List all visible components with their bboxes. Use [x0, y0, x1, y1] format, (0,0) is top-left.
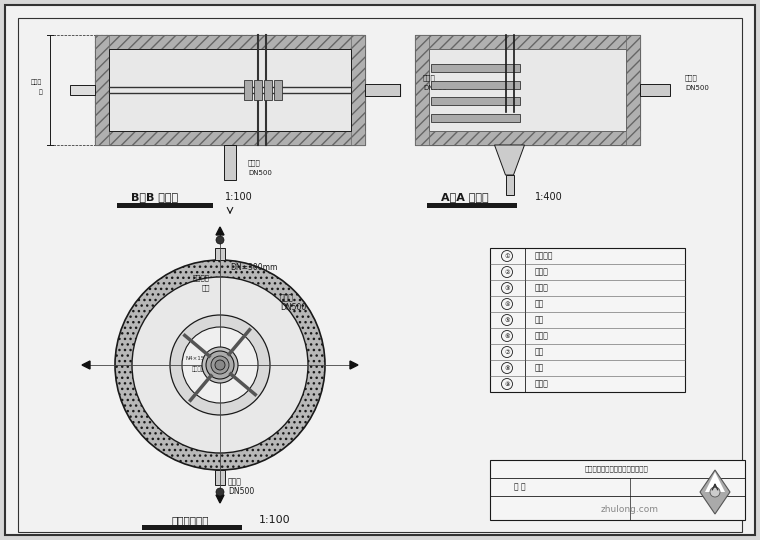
Bar: [255, 80, 262, 100]
Text: DN=300mm: DN=300mm: [230, 264, 277, 273]
Bar: [224, 145, 236, 180]
Circle shape: [170, 315, 270, 415]
Bar: [640, 84, 670, 96]
Text: ③: ③: [504, 286, 510, 291]
Bar: [505, 175, 514, 195]
Bar: [215, 470, 225, 485]
Text: 进水管: 进水管: [535, 267, 549, 276]
Bar: [95, 35, 365, 145]
Text: ⑥: ⑥: [504, 334, 510, 339]
Text: DN500: DN500: [423, 85, 447, 91]
Polygon shape: [700, 470, 730, 514]
Text: 出水管: 出水管: [535, 284, 549, 293]
Text: DN500: DN500: [228, 488, 255, 496]
Bar: [117, 203, 213, 208]
Circle shape: [211, 356, 229, 374]
Text: 上清液出: 上清液出: [193, 275, 210, 281]
Circle shape: [132, 277, 308, 453]
Text: A－A 剖面图: A－A 剖面图: [442, 192, 489, 202]
Text: DN500: DN500: [685, 85, 709, 91]
Circle shape: [216, 236, 224, 244]
Polygon shape: [216, 495, 224, 503]
Bar: [95, 35, 109, 145]
Bar: [109, 49, 351, 131]
Text: 沉淀排泥管: 沉淀排泥管: [192, 366, 208, 372]
Text: 备 注: 备 注: [515, 483, 526, 491]
Bar: [490, 460, 745, 520]
Circle shape: [182, 327, 258, 403]
Circle shape: [206, 351, 234, 379]
Text: ①: ①: [504, 253, 510, 259]
Bar: [274, 80, 283, 100]
Bar: [431, 64, 520, 72]
Bar: [365, 84, 400, 96]
Text: 阀水: 阀水: [535, 300, 544, 308]
Text: 消水量: 消水量: [30, 79, 42, 85]
Bar: [142, 525, 242, 530]
Bar: [415, 131, 640, 145]
Text: B－B 剖面图: B－B 剖面图: [131, 192, 179, 202]
Bar: [351, 35, 365, 145]
Text: 长沙地区某市的排水工程毕业设计: 长沙地区某市的排水工程毕业设计: [585, 465, 649, 472]
Text: ⑦: ⑦: [504, 349, 510, 354]
Bar: [109, 49, 351, 131]
Bar: [245, 80, 252, 100]
Text: DN500: DN500: [248, 170, 272, 176]
Polygon shape: [82, 361, 90, 369]
Bar: [415, 35, 640, 49]
Text: ⑤: ⑤: [504, 318, 510, 322]
Bar: [415, 35, 429, 145]
Text: 消毒舱平面图: 消毒舱平面图: [171, 515, 209, 525]
Polygon shape: [495, 145, 524, 175]
Bar: [429, 49, 626, 131]
Text: ⑨: ⑨: [504, 381, 510, 387]
Polygon shape: [350, 361, 358, 369]
Text: 进泥管: 进泥管: [228, 477, 242, 487]
Bar: [215, 248, 225, 260]
Text: ②: ②: [504, 269, 510, 274]
Circle shape: [115, 260, 325, 470]
Text: ④: ④: [504, 301, 510, 307]
Text: 出泥管: 出泥管: [685, 75, 698, 82]
Circle shape: [710, 487, 720, 497]
Text: 洗涕: 洗涕: [535, 363, 544, 373]
Bar: [490, 248, 685, 392]
Bar: [264, 80, 272, 100]
Polygon shape: [216, 227, 224, 235]
Circle shape: [216, 488, 224, 496]
Text: 出泥管: 出泥管: [248, 160, 261, 166]
Bar: [415, 35, 640, 145]
Bar: [95, 35, 365, 49]
Circle shape: [215, 360, 225, 370]
Bar: [70, 85, 95, 95]
Text: 调节: 调节: [535, 348, 544, 356]
Text: 管: 管: [38, 89, 42, 95]
Text: 1:100: 1:100: [225, 192, 253, 202]
Bar: [95, 131, 365, 145]
Text: ⑧: ⑧: [504, 366, 510, 370]
Bar: [431, 97, 520, 105]
Text: 1:400: 1:400: [535, 192, 562, 202]
Text: 出泥管: 出泥管: [280, 294, 294, 302]
Bar: [431, 113, 520, 122]
Text: 消涂装置: 消涂装置: [535, 252, 553, 260]
Bar: [626, 35, 640, 145]
Bar: [431, 80, 520, 89]
Text: 量管: 量管: [201, 285, 210, 291]
Text: DN500: DN500: [280, 303, 306, 313]
Circle shape: [202, 347, 238, 383]
Text: N4×150: N4×150: [185, 356, 208, 361]
Text: zhulong.com: zhulong.com: [601, 505, 659, 515]
Polygon shape: [705, 472, 725, 492]
Text: 流量计: 流量计: [535, 380, 549, 388]
Text: 鉴流筒: 鉴流筒: [535, 332, 549, 341]
Bar: [427, 203, 517, 208]
Text: 1:100: 1:100: [259, 515, 291, 525]
Text: 进泥管: 进泥管: [423, 75, 435, 82]
Text: 主轴: 主轴: [535, 315, 544, 325]
